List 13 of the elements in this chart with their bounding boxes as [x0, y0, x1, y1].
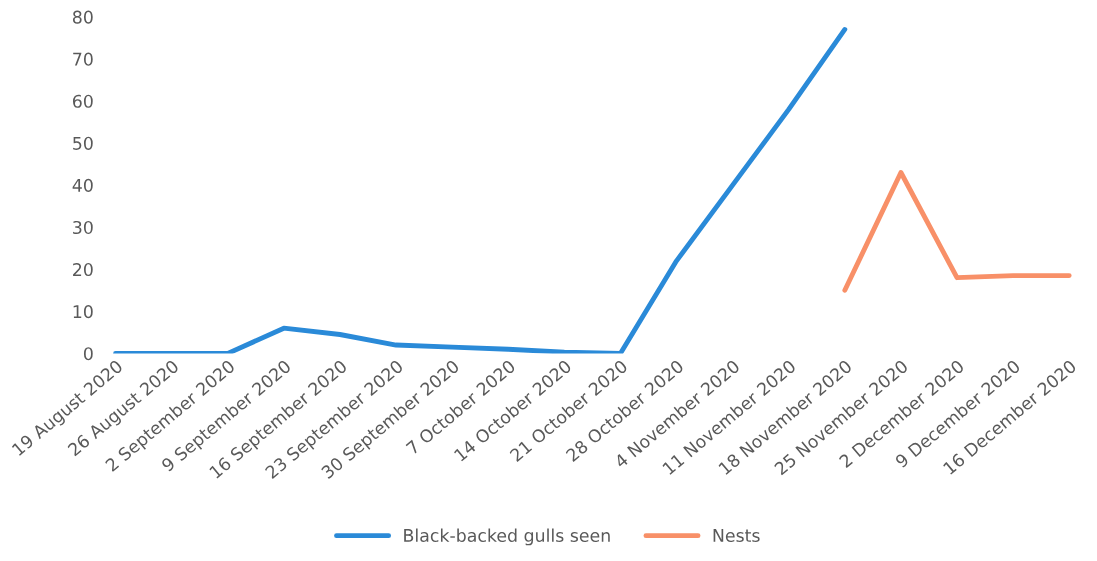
legend-label: Nests [713, 529, 760, 543]
legend-label: Black-backed gulls seen [404, 528, 610, 546]
y-tick-label: 30 [73, 220, 93, 235]
y-tick-label: 50 [73, 136, 93, 150]
line-series [113, 27, 848, 354]
line-series [842, 170, 1072, 293]
y-tick-label: 80 [72, 10, 93, 24]
y-tick-label: 20 [73, 262, 93, 277]
y-tick-label: 40 [72, 178, 93, 192]
y-tick-label: 60 [72, 94, 93, 108]
y-tick-label: 0 [83, 347, 93, 361]
y-tick-label: 10 [73, 305, 93, 319]
y-tick-label: 70 [73, 52, 93, 66]
